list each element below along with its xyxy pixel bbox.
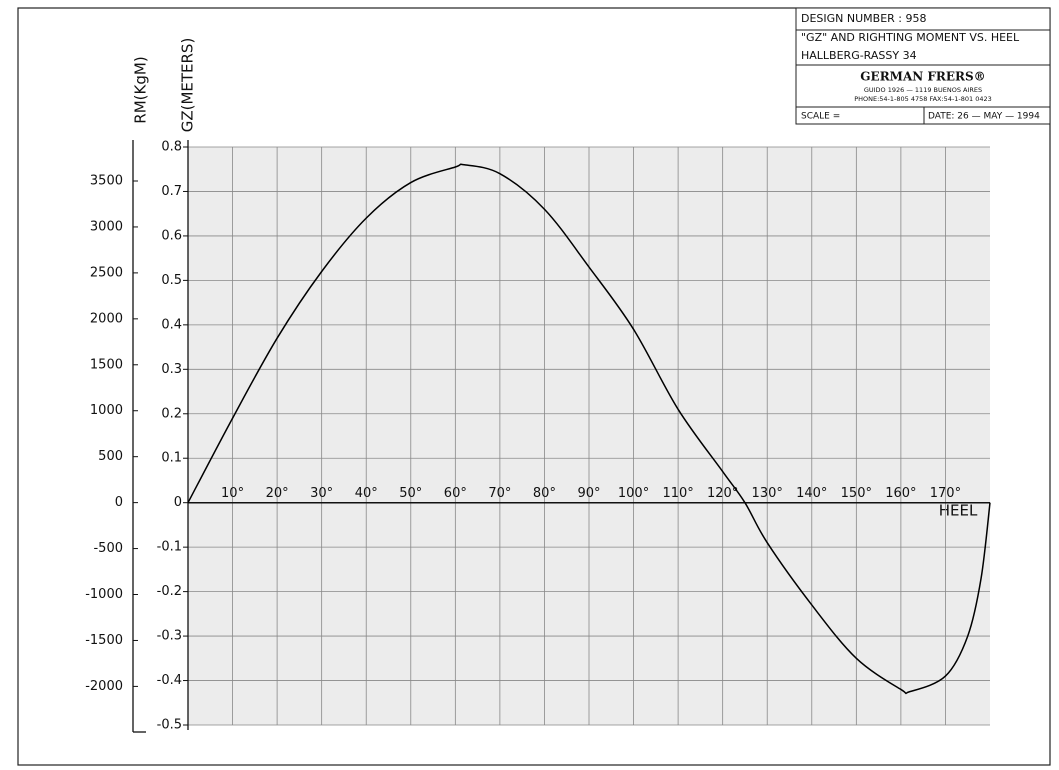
y-tick-label: 0.4 <box>161 317 182 332</box>
x-tick-label: 60° <box>444 486 467 501</box>
y-tick-label: -0.5 <box>157 718 182 733</box>
y2-tick-label: 1500 <box>90 357 123 372</box>
x-tick-label: 30° <box>310 486 333 501</box>
x-tick-label: 20° <box>266 486 289 501</box>
y-tick-label: -0.3 <box>157 629 182 644</box>
y2-tick-label: 500 <box>98 449 123 464</box>
y2-tick-label: 0 <box>115 495 123 510</box>
title-box <box>795 7 1051 125</box>
y-tick-label: 0.2 <box>161 406 182 421</box>
x-tick-label: 100° <box>618 486 649 501</box>
x-tick-label: 90° <box>577 486 600 501</box>
gz-curve <box>187 163 991 695</box>
x-tick-label: 50° <box>399 486 422 501</box>
y2-tick-label: -500 <box>93 541 123 556</box>
x-tick-label: 110° <box>662 486 693 501</box>
y-tick-label: -0.2 <box>157 584 182 599</box>
y2-tick-label: -1500 <box>85 633 123 648</box>
chart-subtitle: HALLBERG-RASSY 34 <box>801 49 917 62</box>
y2-tick-label: 1000 <box>90 403 123 418</box>
y2-tick-label: 2500 <box>90 265 123 280</box>
y-tick-label: -0.4 <box>157 673 182 688</box>
x-tick-label: 80° <box>533 486 556 501</box>
x-axis-label: HEEL <box>939 502 978 520</box>
y-tick-label: 0 <box>174 495 182 510</box>
scale: SCALE = <box>801 112 840 122</box>
x-tick-label: 150° <box>841 486 872 501</box>
y2-tick-label: -1000 <box>85 587 123 602</box>
y2-tick-label: -2000 <box>85 679 123 694</box>
y-tick-label: 0.7 <box>161 184 182 199</box>
x-tick-label: 10° <box>221 486 244 501</box>
x-tick-label: 70° <box>488 486 511 501</box>
title-block: DESIGN NUMBER : 958 "GZ" AND RIGHTING MO… <box>795 7 1051 125</box>
y2-tick-label: 3000 <box>90 219 123 234</box>
x-tick-label: 170° <box>930 486 961 501</box>
x-tick-label: 40° <box>355 486 378 501</box>
address: GUIDO 1926 — 1119 BUENOS AIRES <box>864 86 982 94</box>
y2-tick-label: 2000 <box>90 311 123 326</box>
y-axis-label: GZ(METERS) <box>179 38 197 133</box>
y-tick-label: 0.1 <box>161 451 182 466</box>
design-number: DESIGN NUMBER : 958 <box>801 12 927 25</box>
x-tick-label: 120° <box>707 486 738 501</box>
y-tick-label: -0.1 <box>157 540 182 555</box>
y-tick-label: 0.5 <box>161 273 182 288</box>
designer: GERMAN FRERS® <box>860 70 985 84</box>
frame <box>17 7 1051 766</box>
chart-title: "GZ" AND RIGHTING MOMENT VS. HEEL <box>801 31 1020 44</box>
y-tick-label: 0.8 <box>161 140 182 155</box>
y-tick-label: 0.6 <box>161 228 182 243</box>
y2-axis-label: RM(KgM) <box>132 56 150 123</box>
date: DATE: 26 — MAY — 1994 <box>928 112 1040 122</box>
x-tick-label: 160° <box>885 486 916 501</box>
y-tick-label: 0.3 <box>161 362 182 377</box>
y2-tick-label: 3500 <box>90 174 123 189</box>
x-tick-label: 130° <box>752 486 783 501</box>
x-tick-label: 140° <box>796 486 827 501</box>
phone: PHONE:54-1-805 4758 FAX:54-1-801 0423 <box>854 95 992 103</box>
